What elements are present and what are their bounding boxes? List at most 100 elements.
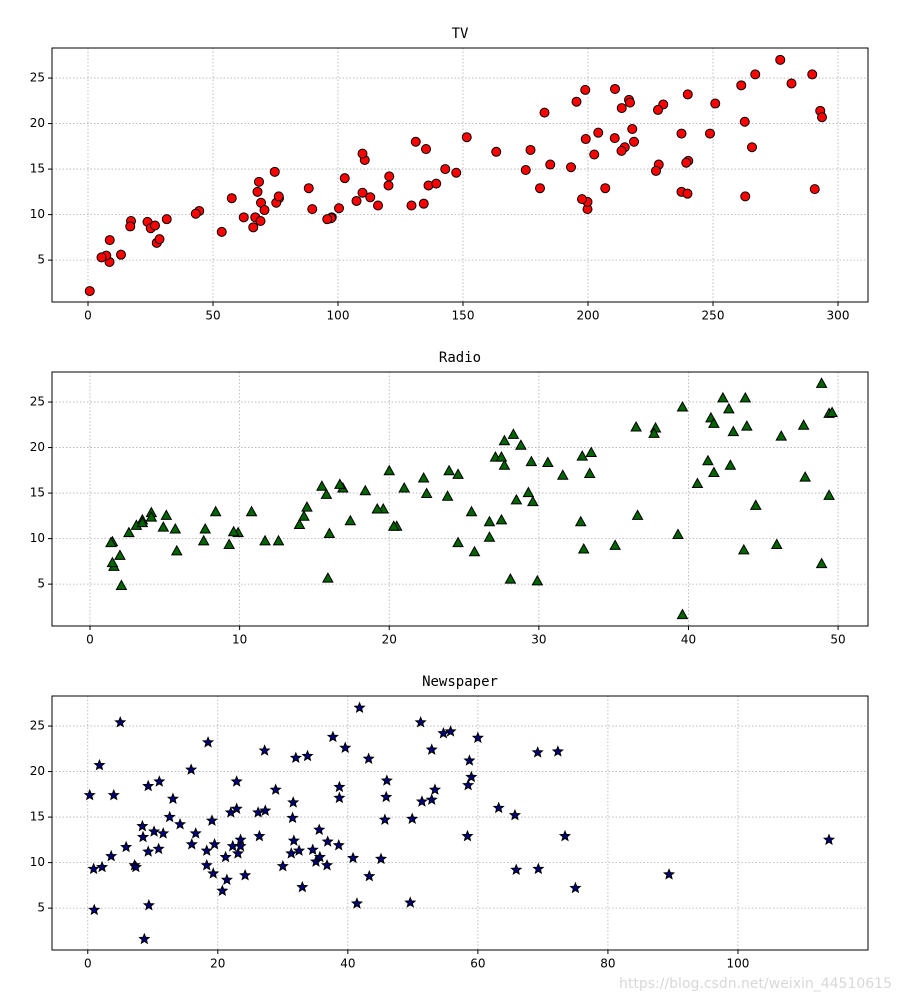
y-tick-label: 15 — [30, 162, 45, 176]
point — [347, 851, 360, 864]
point — [223, 538, 235, 549]
y-tick-label: 10 — [30, 855, 45, 869]
point — [541, 456, 554, 468]
axes-frame — [51, 47, 869, 303]
point — [463, 754, 476, 766]
x-tick-label: 20 — [210, 957, 225, 971]
chart-title: Radio — [439, 350, 481, 366]
point — [87, 862, 100, 875]
point — [702, 454, 714, 466]
point — [770, 538, 783, 549]
x-tick-label: 0 — [84, 309, 92, 323]
point — [269, 783, 282, 795]
point — [104, 235, 115, 246]
point — [630, 421, 642, 432]
point — [510, 863, 523, 876]
point — [522, 486, 535, 498]
point — [216, 226, 227, 237]
point — [216, 884, 229, 896]
point — [491, 146, 502, 157]
x-tick-label: 200 — [577, 309, 600, 323]
point — [492, 801, 505, 814]
point — [384, 171, 395, 182]
point — [380, 790, 393, 803]
point — [737, 543, 750, 555]
point — [465, 505, 478, 517]
point — [209, 505, 222, 517]
point — [107, 788, 120, 801]
point — [306, 843, 319, 855]
point — [740, 191, 751, 202]
point — [556, 469, 569, 480]
point — [301, 749, 314, 762]
y-tick-label: 20 — [30, 764, 45, 778]
x-tick-label: 60 — [470, 957, 485, 971]
point — [138, 932, 151, 945]
point — [226, 193, 237, 204]
point — [708, 466, 720, 478]
point — [471, 731, 484, 744]
x-tick-label: 100 — [327, 309, 350, 323]
point — [414, 716, 427, 728]
point — [185, 763, 198, 775]
point — [495, 451, 508, 462]
point — [115, 579, 128, 590]
point — [96, 252, 107, 263]
point — [321, 835, 334, 847]
point — [417, 471, 430, 483]
point — [585, 446, 598, 458]
x-tick-label: 0 — [86, 633, 94, 647]
point — [468, 545, 481, 557]
point — [307, 204, 318, 215]
point — [616, 145, 627, 156]
x-tick-label: 50 — [830, 633, 845, 647]
point — [362, 752, 375, 764]
point — [708, 417, 720, 428]
point — [114, 716, 127, 728]
point — [252, 806, 265, 818]
point — [116, 249, 126, 260]
point — [224, 806, 237, 818]
point — [142, 845, 155, 857]
point — [740, 420, 753, 431]
x-tick-label: 80 — [600, 957, 615, 971]
point — [136, 819, 149, 832]
point — [600, 183, 611, 194]
point — [425, 743, 438, 755]
point — [334, 478, 346, 489]
point — [303, 183, 314, 194]
point — [289, 751, 302, 764]
point — [799, 471, 812, 482]
point — [498, 434, 511, 446]
y-tick-label: 25 — [30, 71, 45, 85]
point — [589, 149, 600, 160]
point — [254, 176, 264, 187]
point — [120, 840, 133, 853]
point — [483, 515, 496, 527]
point — [723, 402, 735, 414]
point — [682, 188, 693, 199]
watermark: https://blog.csdn.net/weixin_44510615 — [619, 976, 892, 992]
point — [157, 521, 170, 532]
point — [88, 903, 101, 916]
point — [378, 813, 391, 825]
point — [406, 200, 417, 211]
point — [750, 69, 761, 80]
point — [727, 425, 740, 437]
point — [676, 400, 689, 412]
point — [344, 514, 357, 526]
point — [136, 830, 150, 843]
point — [451, 167, 462, 178]
x-tick-label: 250 — [702, 309, 725, 323]
point — [380, 774, 393, 786]
point — [747, 142, 757, 153]
point — [535, 183, 545, 194]
point — [142, 779, 155, 792]
point — [96, 860, 109, 873]
point — [525, 455, 538, 467]
point — [383, 464, 396, 476]
point — [577, 194, 587, 205]
axes-frame — [51, 371, 869, 627]
point — [508, 808, 521, 821]
point — [797, 419, 810, 430]
